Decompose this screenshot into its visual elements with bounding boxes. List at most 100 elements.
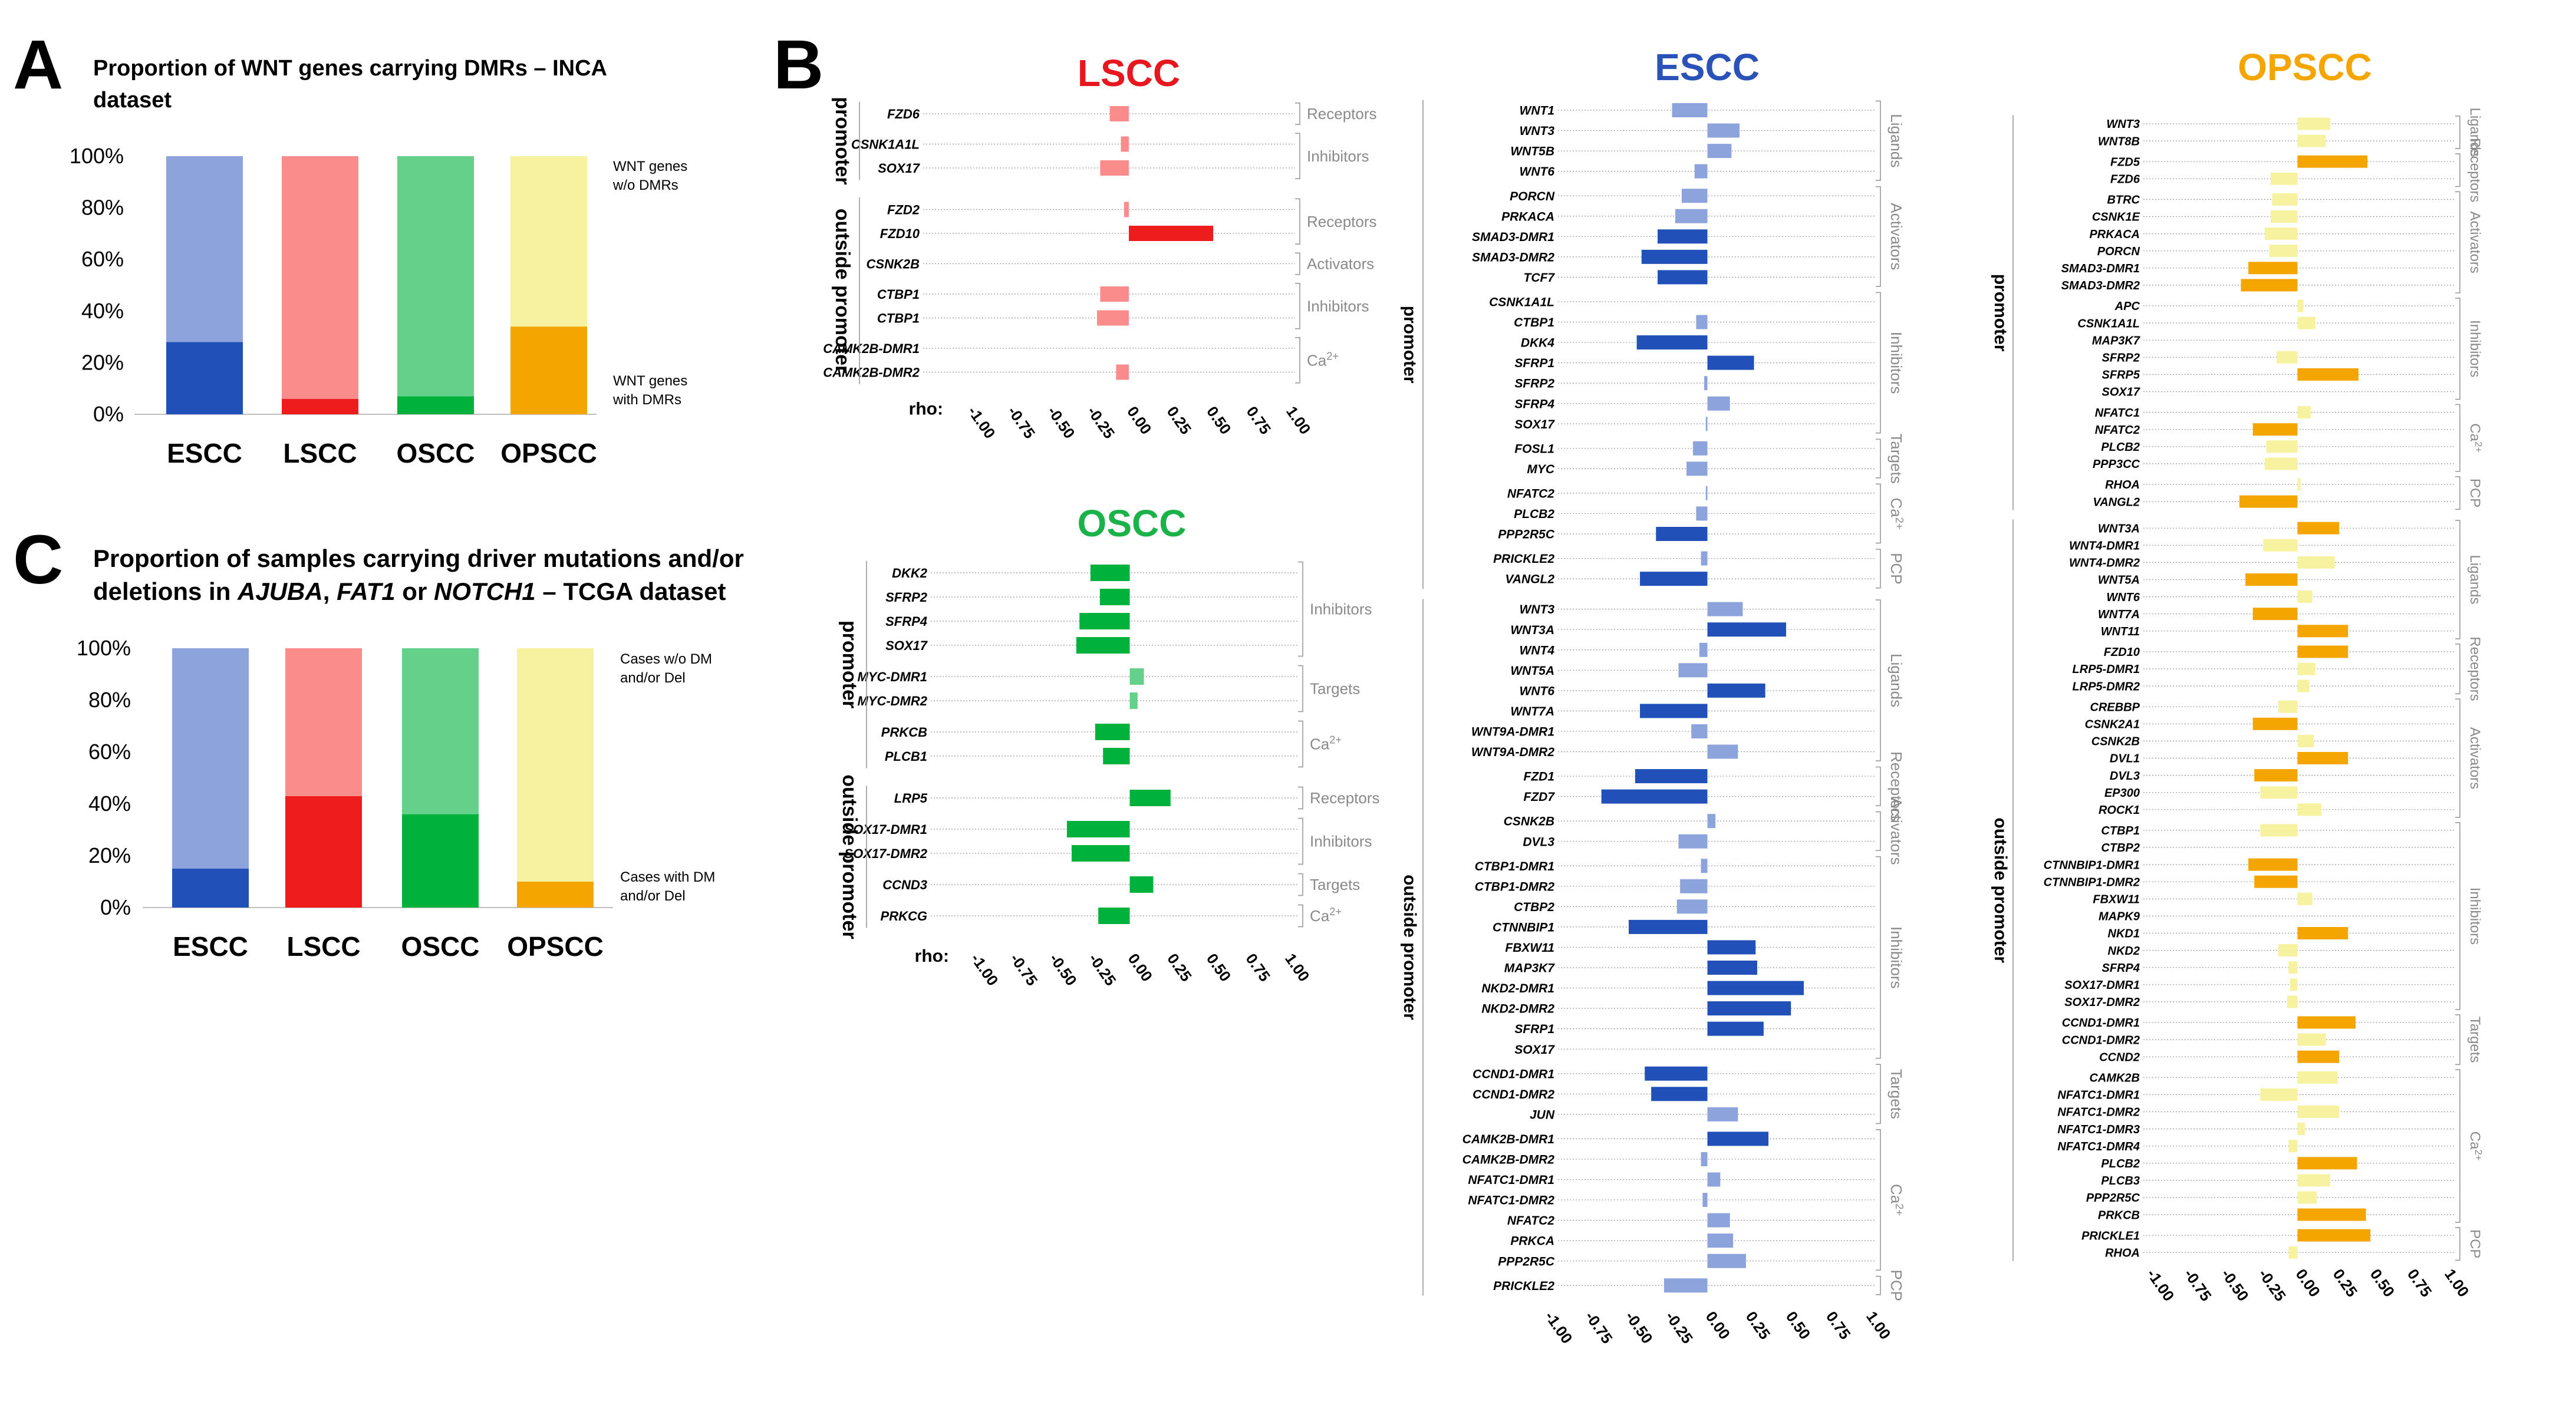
chart-b-escc-bar-ccnd1-dmr1 — [1645, 1066, 1708, 1081]
chart-c-category-opscc: OPSCC — [507, 931, 604, 962]
panel-a: A Proportion of WNT genes carrying DMRs … — [13, 26, 687, 469]
chart-b-lscc-category-receptors: Receptors — [1307, 213, 1377, 230]
chart-b-escc-category-targets: Targets — [1887, 1069, 1905, 1119]
chart-b-escc-category-bracket — [1876, 483, 1881, 544]
chart-b-opscc-gene-label: WNT7A — [2098, 608, 2140, 621]
chart-b-oscc-superscript: 2+ — [1329, 906, 1342, 918]
chart-b-escc-bar-wnt5a — [1678, 663, 1708, 678]
chart-b-opscc-bar-smad3-dmr2 — [2241, 279, 2298, 292]
chart-a-ytick: 100% — [70, 144, 124, 168]
chart-b-opscc-bar-wnt4-dmr1 — [2263, 539, 2298, 552]
chart-a-category-oscc: OSCC — [397, 438, 475, 469]
chart-b-oscc-bar-sox17-dmr1 — [1066, 821, 1130, 837]
chart-b-lscc-gene-label: CAMK2B-DMR1 — [823, 341, 920, 356]
chart-b-lscc-gene-label: SOX17 — [878, 161, 921, 176]
chart-b-escc-gene-label: WNT3A — [1510, 624, 1554, 637]
panel-c: C Proportion of samples carrying driver … — [13, 521, 744, 962]
chart-b-opscc-title: OPSCC — [2238, 46, 2372, 88]
chart-c-category-escc: ESCC — [173, 931, 248, 962]
chart-b-escc-bar-tcf7 — [1658, 270, 1708, 285]
chart-b-oscc-bar-myc-dmr1 — [1129, 668, 1144, 685]
chart-b-opscc-bar-wnt7a — [2252, 608, 2298, 621]
chart-b-lscc-gene-label: CTBP1 — [877, 311, 920, 325]
chart-b-lscc-gene-label: FZD6 — [887, 107, 920, 121]
chart-b-opscc-gene-label: WNT5A — [2098, 574, 2140, 587]
chart-b-oscc-bar-sox17-dmr2 — [1071, 845, 1130, 862]
chart-b-escc-bar-ctbp1 — [1696, 315, 1708, 329]
chart-a-bar-lscc-with — [282, 398, 358, 414]
chart-b-oscc-xtick: -0.50 — [1046, 950, 1081, 989]
chart-b-escc-xtick: 0.00 — [1702, 1308, 1734, 1342]
chart-b-opscc-bar-wnt11 — [2297, 625, 2348, 638]
chart-b-escc-xtick: 0.75 — [1823, 1308, 1854, 1342]
chart-b-escc-bar-camk2b-dmr1 — [1707, 1132, 1769, 1146]
chart-b-opscc-bar-ccnd1-dmr2 — [2297, 1033, 2326, 1046]
chart-b-opscc-bar-crebbp — [2278, 700, 2298, 713]
chart-a-category-escc: ESCC — [167, 438, 242, 469]
chart-b-lscc-xtick: -1.00 — [964, 403, 999, 442]
chart-b-escc-xtick: -0.25 — [1662, 1308, 1697, 1347]
chart-b-lscc-category-inhibitors: Inhibitors — [1307, 147, 1369, 165]
chart-b-opscc-gene-label: BTRC — [2107, 194, 2140, 207]
chart-b-escc-gene-label: FBXW11 — [1505, 941, 1554, 955]
chart-b-escc-category-bracket — [1876, 186, 1881, 287]
chart-b-opscc-gene-label: PLCB2 — [2101, 441, 2140, 454]
chart-b-opscc-gene-label: ROCK1 — [2099, 804, 2140, 817]
chart-b-opscc-bar-ccnd2 — [2297, 1050, 2340, 1063]
chart-b-escc-group-promoter: promoter — [1400, 306, 1419, 384]
chart-c-bar-lscc-without — [285, 648, 362, 796]
chart-b-lscc-xtick: -0.25 — [1084, 403, 1119, 442]
chart-b-escc-bar-wnt6 — [1707, 683, 1765, 698]
chart-b-escc-bar-wnt9a-dmr1 — [1691, 724, 1708, 738]
chart-b-escc-bar-prkca — [1707, 1233, 1734, 1248]
chart-b-opscc-gene-label: CCND1-DMR1 — [2062, 1017, 2140, 1030]
chart-b-opscc-bar-rhoa — [2288, 1246, 2298, 1259]
chart-a-ytick: 80% — [81, 196, 124, 220]
chart-b-escc-gene-label: WNT3 — [1520, 603, 1555, 616]
chart-b-oscc-xtick: -1.00 — [967, 950, 1002, 989]
panel-a-legend-top-line2: w/o DMRs — [612, 177, 678, 193]
chart-c-ytick: 100% — [77, 636, 131, 660]
chart-b-escc-bar-prickle2 — [1701, 551, 1708, 566]
chart-b-escc-bar-prickle2 — [1663, 1278, 1708, 1293]
chart-b-lscc-group-outside-promoter: outside promoter — [831, 209, 854, 374]
chart-b-lscc-gene-label: CTBP1 — [877, 287, 920, 302]
chart-b-escc-bar-nfatc2 — [1705, 486, 1708, 500]
chart-b-escc-bar-sfrp2 — [1704, 376, 1708, 391]
chart-b-opscc-gene-label: NKD1 — [2108, 928, 2140, 941]
chart-b-escc-bar-wnt7a — [1640, 704, 1708, 718]
chart-b-escc-gene-label: TCF7 — [1524, 271, 1556, 285]
chart-b-escc-gene-label: WNT7A — [1510, 705, 1554, 718]
chart-b-opscc-gene-label: SMAD3-DMR2 — [2061, 279, 2140, 292]
chart-b-escc-gene-label: VANGL2 — [1505, 573, 1554, 586]
chart-b-oscc-xtick: 1.00 — [1282, 950, 1313, 985]
panel-a-title-line2: dataset — [93, 88, 172, 113]
chart-b-oscc-gene-label: PLCB1 — [885, 749, 927, 764]
chart-b-opscc-bar-wnt4-dmr2 — [2297, 556, 2335, 569]
chart-b-lscc-bar-camk2b-dmr2 — [1116, 364, 1129, 380]
chart-b-lscc-category-bracket — [1295, 133, 1300, 180]
chart-b-oscc-title: OSCC — [1078, 502, 1187, 545]
chart-b-opscc-gene-label: CSNK1A1L — [2077, 317, 2140, 330]
chart-b-opscc-category-bracket — [2455, 116, 2460, 149]
chart-b-lscc-gene-label: FZD10 — [880, 226, 920, 241]
chart-a-bar-opscc-without — [510, 156, 587, 327]
chart-c-bar-lscc-with — [285, 796, 362, 908]
chart-b-escc-gene-label: SFRP2 — [1514, 377, 1554, 391]
chart-b-opscc-bar-nfatc1 — [2297, 406, 2311, 419]
chart-b-oscc-gene-label: SFRP4 — [885, 614, 927, 629]
chart-b-escc-bar-ctbp2 — [1676, 899, 1708, 914]
chart-b-escc-bar-fosl1 — [1692, 441, 1708, 456]
chart-b-escc-category-inhibitors: Inhibitors — [1887, 332, 1905, 394]
chart-b-escc-category-receptors: Receptors — [1887, 751, 1905, 822]
chart-b-escc-gene-label: PPP2R5C — [1498, 1255, 1555, 1268]
chart-b-oscc-gene-label: DKK2 — [892, 566, 928, 580]
chart-b-opscc-gene-label: NFATC2 — [2095, 424, 2140, 437]
chart-b-oscc-xtick: 0.50 — [1203, 950, 1235, 985]
chart-b-opscc-category-targets: Targets — [2467, 1017, 2483, 1063]
chart-b-lscc-category-bracket — [1295, 252, 1300, 275]
chart-b-opscc-bar-nfatc1-dmr3 — [2297, 1123, 2305, 1136]
chart-b-lscc-title: LSCC — [1078, 52, 1180, 94]
chart-b-escc-bar-ccnd1-dmr2 — [1651, 1087, 1708, 1101]
chart-b-opscc-xtick: 0.75 — [2404, 1266, 2436, 1301]
